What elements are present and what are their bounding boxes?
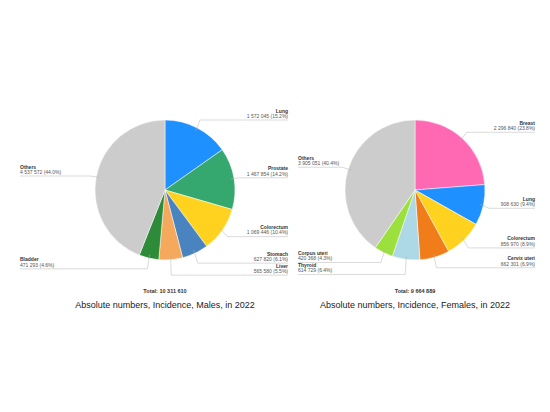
data-labels: Others4 537 572 (44.0%)Bladder471 293 (4… — [20, 108, 289, 276]
slice-value: 856 970 (8.9%) — [501, 241, 536, 247]
leader-line — [20, 176, 100, 178]
chart-canvas: Others4 537 572 (44.0%)Bladder471 293 (4… — [0, 0, 550, 412]
leader-line — [231, 178, 288, 179]
data-labels: Others3 905 051 (40.4%)Corpus uteri420 3… — [298, 120, 536, 275]
total-label: Total: 9 664 889 — [395, 288, 436, 294]
slice-value: 627 820 (6.1%) — [254, 256, 289, 262]
slice-value: 1 467 854 (14.2%) — [247, 171, 288, 177]
slice-value: 1 572 045 (15.2%) — [247, 113, 288, 119]
chart: Others4 537 572 (44.0%)Bladder471 293 (4… — [20, 108, 289, 310]
pie — [95, 120, 235, 260]
pie-slice — [345, 120, 415, 248]
leader-line — [298, 249, 385, 262]
leader-line — [460, 132, 535, 141]
chart-title: Absolute numbers, Incidence, Females, in… — [320, 300, 510, 310]
slice-value: 2 296 840 (23.8%) — [494, 125, 535, 131]
slice-value: 4 537 572 (44.0%) — [20, 169, 61, 175]
pie-slice — [415, 190, 449, 260]
leader-line — [170, 256, 288, 275]
slice-value: 420 368 (4.3%) — [298, 255, 333, 261]
pie — [345, 120, 485, 260]
chart: Others3 905 051 (40.4%)Corpus uteri420 3… — [298, 120, 536, 310]
chart-title: Absolute numbers, Incidence, Males, in 2… — [75, 300, 255, 310]
leader-line — [298, 167, 351, 170]
leader-line — [220, 228, 288, 237]
pie-slice — [415, 120, 485, 190]
pie-slice — [95, 120, 165, 255]
slice-value: 471 293 (4.6%) — [20, 262, 55, 268]
slice-value: 908 630 (9.4%) — [501, 201, 536, 207]
leader-line — [434, 254, 535, 268]
total-label: Total: 10 311 610 — [143, 288, 186, 294]
leader-line — [298, 256, 406, 275]
leader-line — [20, 255, 150, 269]
leader-line — [194, 250, 288, 263]
slice-value: 614 729 (6.4%) — [298, 267, 333, 273]
leader-line — [196, 120, 288, 131]
slice-value: 662 301 (6.9%) — [501, 261, 536, 267]
slice-value: 1 069 446 (10.4%) — [247, 229, 288, 235]
background — [0, 0, 550, 412]
slice-value: 3 905 051 (40.4%) — [298, 160, 339, 166]
slice-value: 565 580 (5.5%) — [254, 268, 289, 274]
